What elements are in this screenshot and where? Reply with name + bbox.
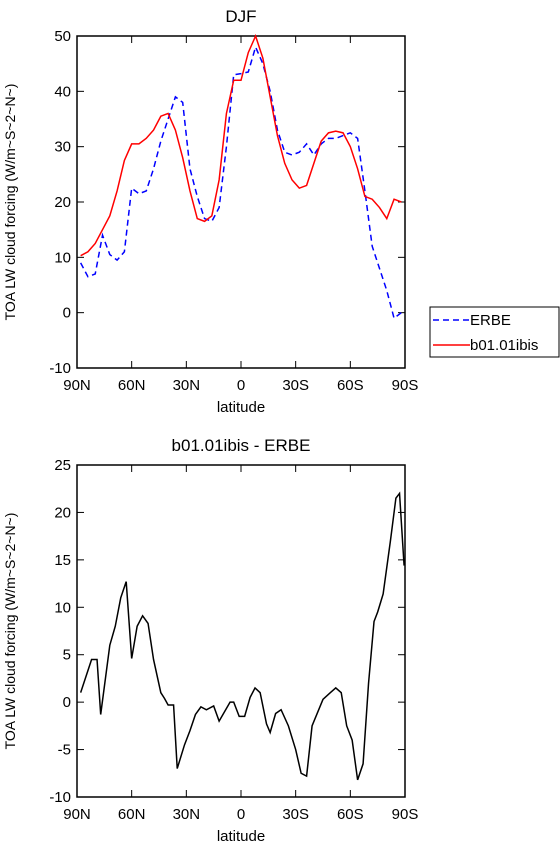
legend-box — [429, 306, 560, 358]
x-tick-label: 90N — [63, 806, 91, 823]
y-axis-label: TOA LW cloud forcing (W/m~S~2~N~) — [2, 513, 18, 750]
x-tick-label: 90S — [392, 377, 419, 394]
y-tick-label: 10 — [54, 249, 71, 266]
y-tick-label: 15 — [54, 552, 71, 569]
y-tick-label: 40 — [54, 83, 71, 100]
y-tick-label: 30 — [54, 139, 71, 156]
y-tick-label: 0 — [63, 305, 71, 322]
x-tick-label: 30S — [282, 377, 309, 394]
chart-title: DJF — [225, 7, 256, 26]
x-tick-label: 60S — [337, 377, 364, 394]
x-tick-label: 60N — [118, 377, 146, 394]
y-tick-label: -10 — [49, 360, 71, 377]
data-line — [79, 44, 402, 320]
data-line — [80, 33, 402, 257]
y-tick-label: 5 — [63, 647, 71, 664]
x-tick-label: 60N — [118, 806, 146, 823]
plot-frame — [76, 464, 406, 798]
x-tick-label: 30S — [282, 806, 309, 823]
x-tick-label: 0 — [237, 806, 245, 823]
data-line — [79, 491, 405, 781]
y-tick-label: -10 — [49, 789, 71, 806]
legend-label: b01.01ibis — [470, 337, 538, 354]
x-axis-label: latitude — [217, 399, 265, 416]
y-tick-label: 25 — [54, 457, 71, 474]
y-tick-label: 50 — [54, 28, 71, 45]
x-tick-label: 30N — [173, 377, 201, 394]
y-axis-label: TOA LW cloud forcing (W/m~S~2~N~) — [2, 84, 18, 321]
x-tick-label: 30N — [173, 806, 201, 823]
y-tick-label: 0 — [63, 694, 71, 711]
y-tick-label: 10 — [54, 599, 71, 616]
y-tick-label: 20 — [54, 194, 71, 211]
x-tick-label: 90S — [392, 806, 419, 823]
plot-frame — [76, 35, 406, 369]
legend-label: ERBE — [470, 312, 511, 329]
x-tick-label: 90N — [63, 377, 91, 394]
chart-title: b01.01ibis - ERBE — [172, 436, 311, 455]
x-tick-label: 0 — [237, 377, 245, 394]
x-axis-label: latitude — [217, 828, 265, 845]
y-tick-label: -5 — [58, 742, 71, 759]
y-tick-label: 20 — [54, 504, 71, 521]
x-tick-label: 60S — [337, 806, 364, 823]
